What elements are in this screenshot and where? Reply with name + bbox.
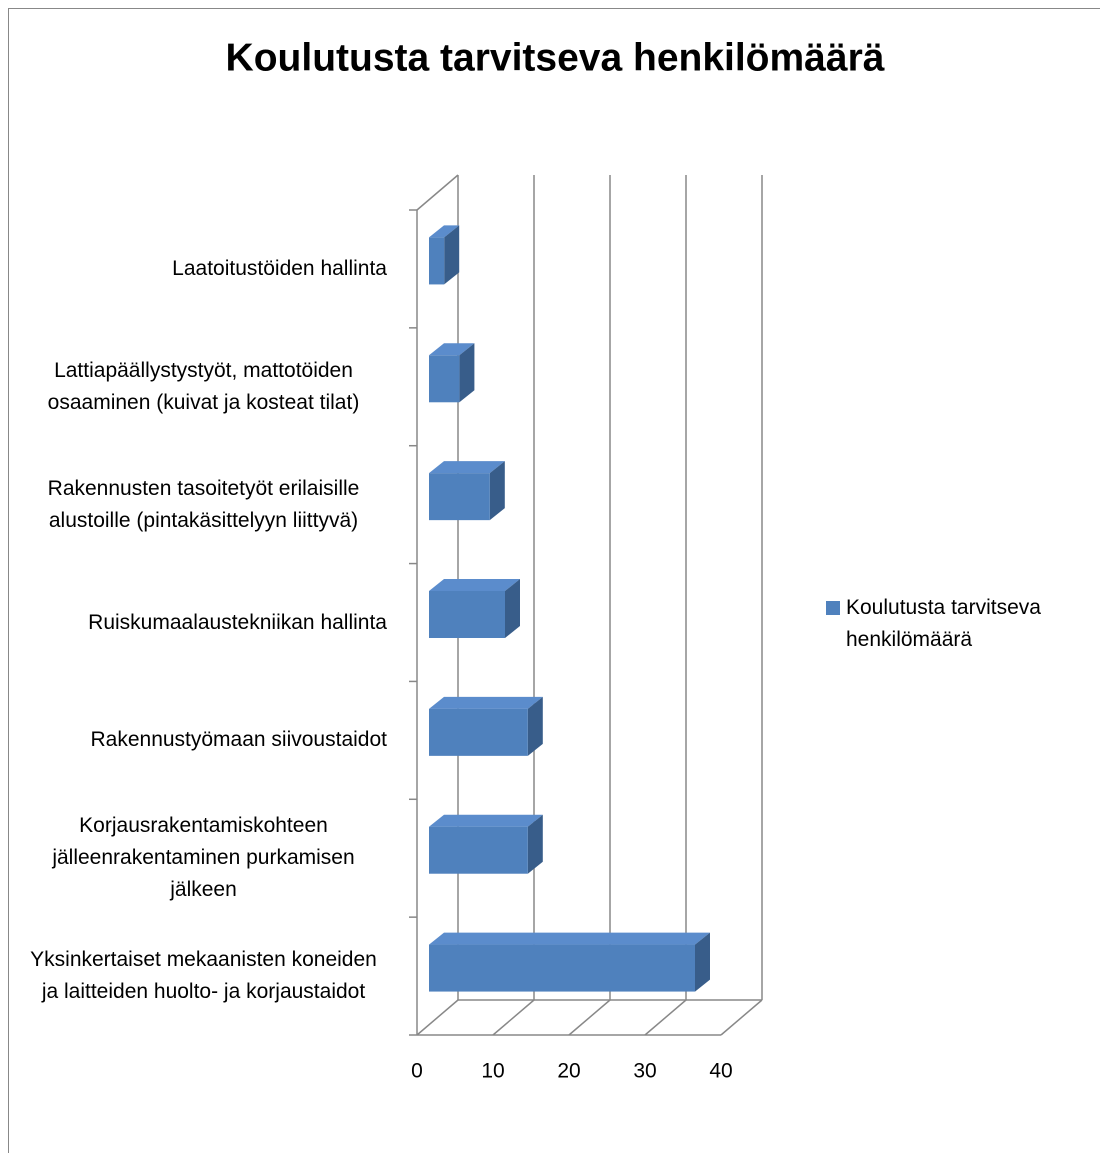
floor-line: [720, 999, 763, 1036]
bar: [429, 826, 528, 874]
bar-side: [505, 579, 520, 638]
bar: [429, 237, 445, 285]
category-text: Rakennusten tasoitetyöt erilaisille alus…: [47, 476, 360, 532]
floor-line: [416, 999, 459, 1036]
bar-side: [444, 225, 460, 285]
x-tick-label: 10: [481, 1060, 504, 1083]
bar: [429, 355, 460, 403]
y-tick-label: Laatoitustöiden hallinta: [20, 209, 387, 329]
y-tick-label: Rakennustyömaan siivoustaidot: [20, 680, 387, 800]
bar: [429, 473, 490, 521]
legend-label: Koulutusta tarvitseva henkilömäärä: [846, 596, 1041, 651]
bar-side: [527, 814, 543, 874]
legend: Koulutusta tarvitseva henkilömäärä: [826, 592, 1086, 656]
bar-top: [429, 696, 543, 709]
bar-side: [459, 343, 475, 403]
x-tick-label: 40: [709, 1060, 732, 1083]
bar-top: [429, 461, 505, 474]
floor-line: [644, 999, 687, 1036]
bar: [429, 708, 528, 756]
bar: [429, 591, 505, 638]
bar-side: [527, 696, 543, 756]
bar-side: [695, 932, 710, 992]
bar-top: [429, 343, 475, 356]
y-tick-label: Rakennusten tasoitetyöt erilaisille alus…: [20, 445, 387, 565]
bar: [429, 944, 695, 992]
floor-line: [492, 999, 535, 1036]
bar-top: [429, 579, 520, 591]
y-tick-label: Lattiapäällystystyöt, mattotöiden osaami…: [20, 327, 387, 447]
category-text: Lattiapäällystystyöt, mattotöiden osaami…: [47, 358, 360, 414]
chart-border: [8, 8, 1100, 1153]
x-tick-label: 30: [633, 1060, 656, 1083]
bar-top: [429, 814, 543, 827]
category-text: Ruiskumaalaustekniikan hallinta: [88, 610, 387, 634]
left-wall-top: [416, 174, 459, 211]
bar-top: [429, 225, 460, 238]
legend-swatch: [826, 601, 840, 615]
bar-top: [429, 932, 710, 945]
y-tick-label: Korjausrakentamiskohteen jälleenrakentam…: [20, 798, 387, 918]
category-text: Rakennustyömaan siivoustaidot: [90, 728, 387, 752]
category-text: Korjausrakentamiskohteen jälleenrakentam…: [52, 814, 355, 902]
y-tick-label: Ruiskumaalaustekniikan hallinta: [20, 563, 387, 683]
bar-side: [489, 461, 505, 521]
floor-line: [568, 999, 611, 1036]
y-tick-label: Yksinkertaiset mekaanisten koneiden ja l…: [20, 916, 387, 1036]
x-tick-label: 0: [411, 1060, 423, 1083]
x-tick-label: 20: [557, 1060, 580, 1083]
category-text: Yksinkertaiset mekaanisten koneiden ja l…: [30, 948, 377, 1004]
category-text: Laatoitustöiden hallinta: [172, 256, 387, 280]
chart-title: Koulutusta tarvitseva henkilömäärä: [226, 36, 885, 79]
